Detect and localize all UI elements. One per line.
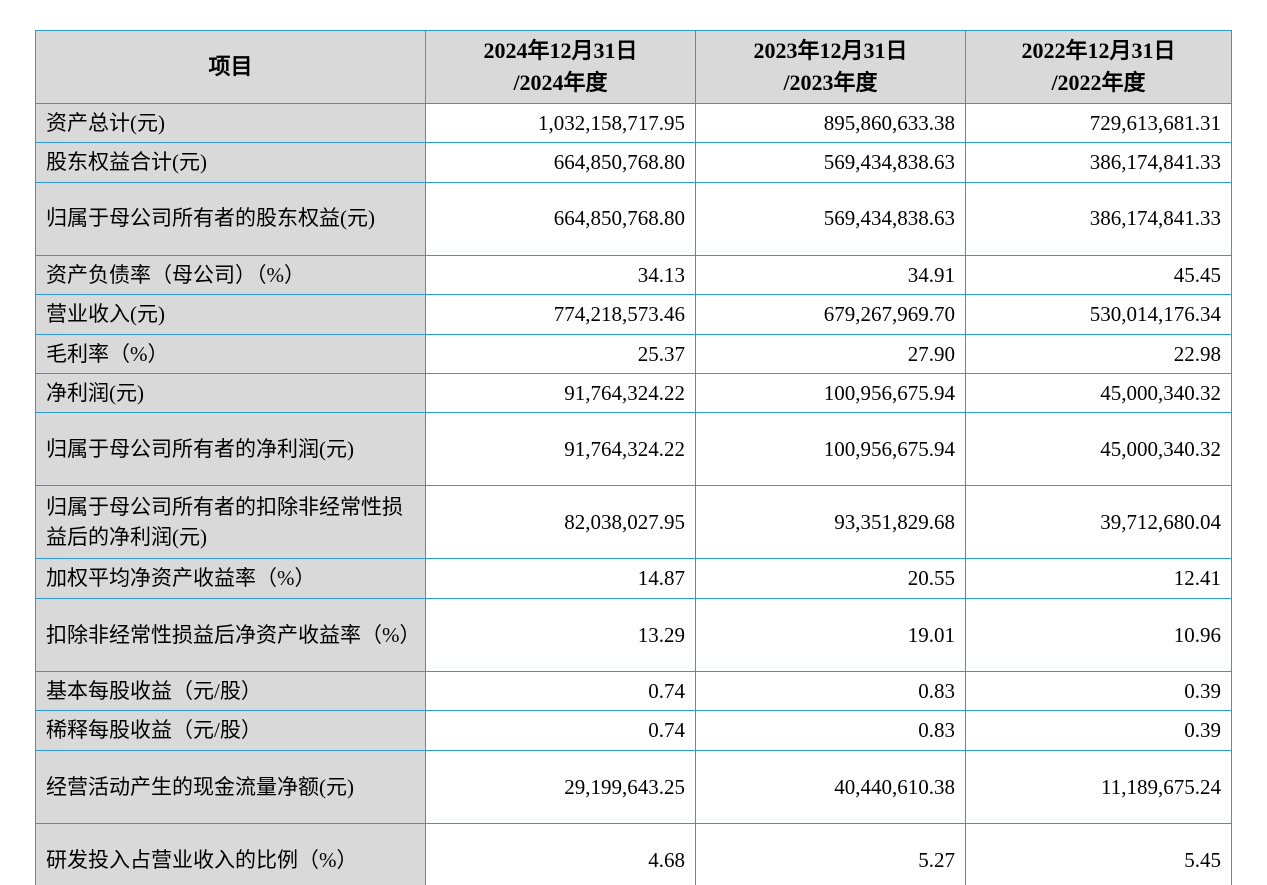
row-label: 经营活动产生的现金流量净额(元) <box>35 749 426 824</box>
document-page: 项目 2024年12月31日 /2024年度 2023年12月31日 /2023… <box>0 30 1267 885</box>
value-cell: 0.74 <box>425 710 696 751</box>
row-label: 归属于母公司所有者的净利润(元) <box>35 412 426 487</box>
table-row: 营业收入(元) 774,218,573.46 679,267,969.70 53… <box>35 294 1232 335</box>
table-row: 净利润(元) 91,764,324.22 100,956,675.94 45,0… <box>35 372 1232 414</box>
header-2024-line2: /2024年度 <box>513 69 608 95</box>
value-cell: 34.91 <box>695 254 966 296</box>
value-cell: 0.83 <box>695 710 966 751</box>
value-cell: 14.87 <box>425 558 696 599</box>
header-item-cell: 项目 <box>35 30 426 104</box>
value-cell: 0.74 <box>425 670 696 712</box>
value-cell: 0.83 <box>695 670 966 712</box>
value-cell: 5.27 <box>695 822 966 885</box>
header-2022-line2: /2022年度 <box>1051 69 1146 95</box>
value-cell: 45.45 <box>965 254 1232 296</box>
header-2022-cell: 2022年12月31日 /2022年度 <box>965 30 1232 104</box>
value-cell: 29,199,643.25 <box>425 749 696 824</box>
value-cell: 27.90 <box>695 333 966 374</box>
header-2023-cell: 2023年12月31日 /2023年度 <box>695 30 966 104</box>
value-cell: 5.45 <box>965 822 1232 885</box>
header-2023-line1: 2023年12月31日 <box>753 38 908 63</box>
header-2024-cell: 2024年12月31日 /2024年度 <box>425 30 696 104</box>
table-row: 归属于母公司所有者的扣除非经常性损益后的净利润(元) 82,038,027.95… <box>35 485 1232 560</box>
value-cell: 19.01 <box>695 597 966 672</box>
header-row: 项目 2024年12月31日 /2024年度 2023年12月31日 /2023… <box>35 30 1232 104</box>
table-row: 归属于母公司所有者的股东权益(元) 664,850,768.80 569,434… <box>35 181 1232 256</box>
table-row: 毛利率（%） 25.37 27.90 22.98 <box>35 333 1232 374</box>
row-label: 基本每股收益（元/股） <box>35 670 426 712</box>
value-cell: 664,850,768.80 <box>425 142 696 183</box>
value-cell: 0.39 <box>965 710 1232 751</box>
table-row: 基本每股收益（元/股） 0.74 0.83 0.39 <box>35 670 1232 712</box>
value-cell: 25.37 <box>425 333 696 374</box>
header-2024-line1: 2024年12月31日 <box>483 38 638 63</box>
header-2023-line2: /2023年度 <box>783 69 878 95</box>
row-label: 资产负债率（母公司）（%） <box>35 254 426 296</box>
value-cell: 40,440,610.38 <box>695 749 966 824</box>
row-label: 稀释每股收益（元/股） <box>35 710 426 751</box>
value-cell: 569,434,838.63 <box>695 181 966 256</box>
value-cell: 100,956,675.94 <box>695 412 966 487</box>
row-label: 净利润(元) <box>35 372 426 414</box>
row-label: 毛利率（%） <box>35 333 426 374</box>
financial-summary-table: 项目 2024年12月31日 /2024年度 2023年12月31日 /2023… <box>35 30 1232 885</box>
row-label: 归属于母公司所有者的股东权益(元) <box>35 181 426 256</box>
value-cell: 10.96 <box>965 597 1232 672</box>
value-cell: 22.98 <box>965 333 1232 374</box>
row-label: 归属于母公司所有者的扣除非经常性损益后的净利润(元) <box>35 485 426 560</box>
value-cell: 100,956,675.94 <box>695 372 966 414</box>
value-cell: 386,174,841.33 <box>965 142 1232 183</box>
value-cell: 774,218,573.46 <box>425 294 696 335</box>
row-label: 加权平均净资产收益率（%） <box>35 558 426 599</box>
value-cell: 386,174,841.33 <box>965 181 1232 256</box>
value-cell: 20.55 <box>695 558 966 599</box>
table-row: 经营活动产生的现金流量净额(元) 29,199,643.25 40,440,61… <box>35 749 1232 824</box>
row-label: 扣除非经常性损益后净资产收益率（%） <box>35 597 426 672</box>
header-2022-line1: 2022年12月31日 <box>1021 38 1176 63</box>
value-cell: 13.29 <box>425 597 696 672</box>
value-cell: 0.39 <box>965 670 1232 712</box>
value-cell: 34.13 <box>425 254 696 296</box>
row-label: 资产总计(元) <box>35 102 426 144</box>
value-cell: 12.41 <box>965 558 1232 599</box>
value-cell: 895,860,633.38 <box>695 102 966 144</box>
value-cell: 93,351,829.68 <box>695 485 966 560</box>
value-cell: 82,038,027.95 <box>425 485 696 560</box>
value-cell: 45,000,340.32 <box>965 372 1232 414</box>
value-cell: 39,712,680.04 <box>965 485 1232 560</box>
table-row: 资产总计(元) 1,032,158,717.95 895,860,633.38 … <box>35 102 1232 144</box>
row-label: 股东权益合计(元) <box>35 142 426 183</box>
table-row: 股东权益合计(元) 664,850,768.80 569,434,838.63 … <box>35 142 1232 183</box>
value-cell: 45,000,340.32 <box>965 412 1232 487</box>
row-label: 营业收入(元) <box>35 294 426 335</box>
table-row: 扣除非经常性损益后净资产收益率（%） 13.29 19.01 10.96 <box>35 597 1232 672</box>
value-cell: 91,764,324.22 <box>425 372 696 414</box>
row-label: 研发投入占营业收入的比例（%） <box>35 822 426 885</box>
table-row: 归属于母公司所有者的净利润(元) 91,764,324.22 100,956,6… <box>35 412 1232 487</box>
table-row: 研发投入占营业收入的比例（%） 4.68 5.27 5.45 <box>35 822 1232 885</box>
value-cell: 4.68 <box>425 822 696 885</box>
value-cell: 91,764,324.22 <box>425 412 696 487</box>
table-row: 加权平均净资产收益率（%） 14.87 20.55 12.41 <box>35 558 1232 599</box>
table-row: 稀释每股收益（元/股） 0.74 0.83 0.39 <box>35 710 1232 751</box>
table-row: 资产负债率（母公司）（%） 34.13 34.91 45.45 <box>35 254 1232 296</box>
value-cell: 569,434,838.63 <box>695 142 966 183</box>
value-cell: 530,014,176.34 <box>965 294 1232 335</box>
value-cell: 11,189,675.24 <box>965 749 1232 824</box>
value-cell: 1,032,158,717.95 <box>425 102 696 144</box>
value-cell: 729,613,681.31 <box>965 102 1232 144</box>
value-cell: 679,267,969.70 <box>695 294 966 335</box>
value-cell: 664,850,768.80 <box>425 181 696 256</box>
